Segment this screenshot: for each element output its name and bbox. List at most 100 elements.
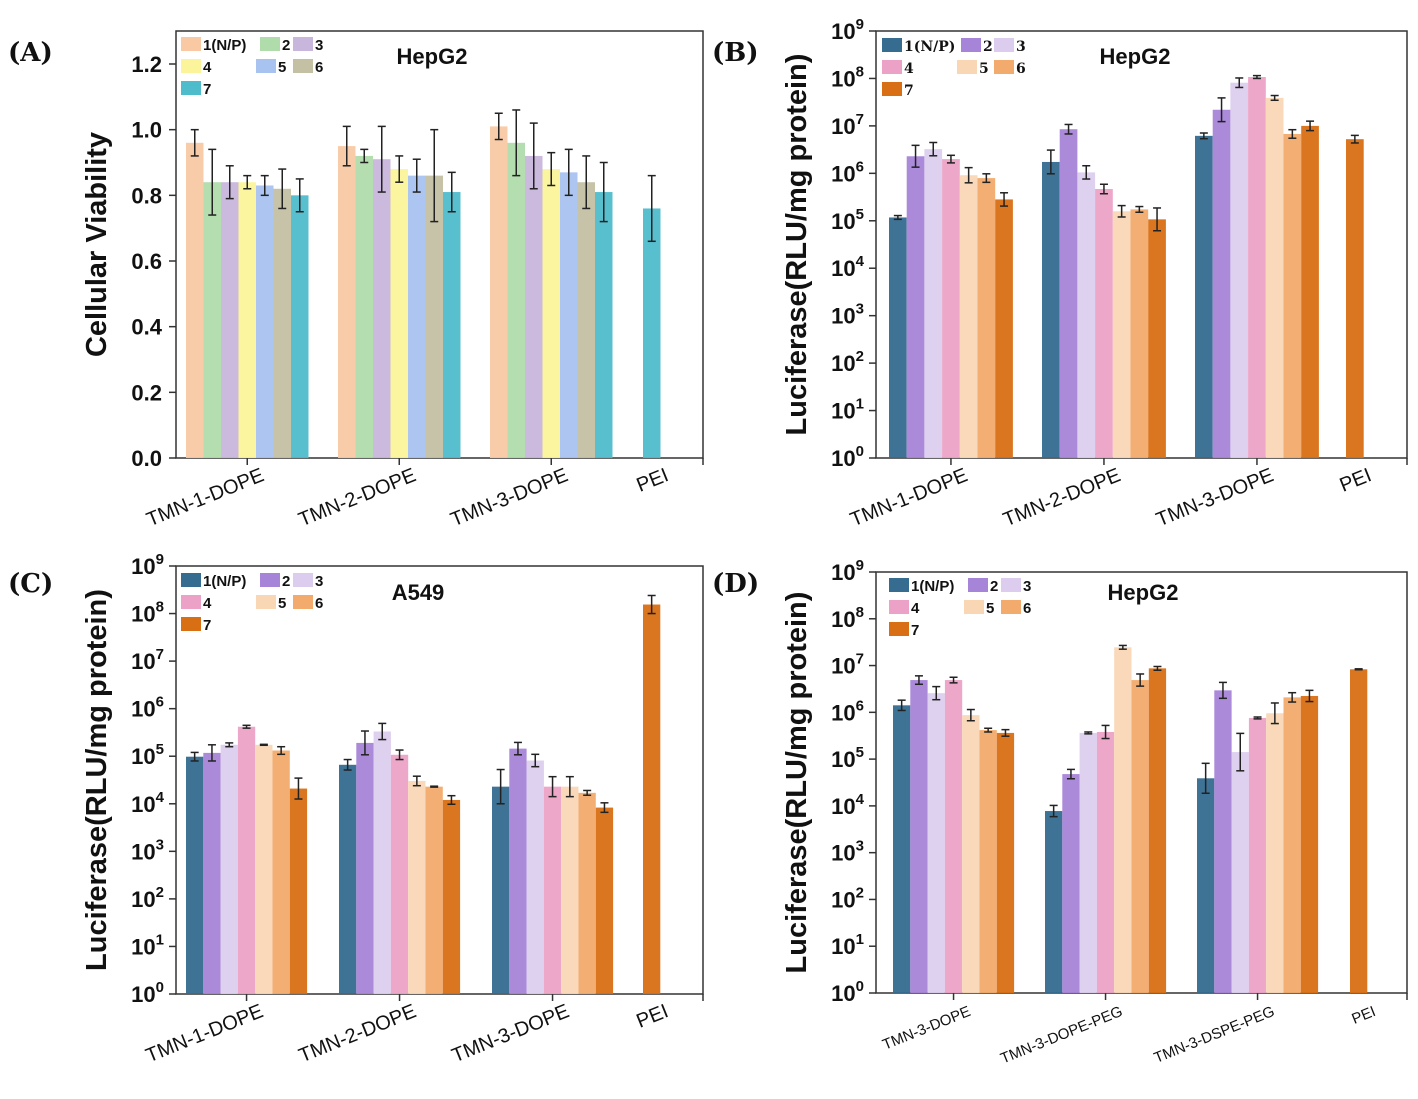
- x-tick-label: PEI: [1349, 1003, 1378, 1028]
- legend-label: 7: [203, 617, 211, 634]
- legend-swatch: [964, 600, 984, 614]
- bar-tmn-2-dope-5: [1112, 211, 1131, 458]
- bar-tmn-3-dspe-peg-7: [1300, 695, 1319, 993]
- y-tick-label: 105: [831, 744, 864, 772]
- y-tick-label: 104: [131, 789, 164, 817]
- legend-swatch: [256, 59, 276, 73]
- bar-tmn-1-dope-1NP: [889, 217, 907, 458]
- legend-label: 1(N/P): [911, 578, 954, 595]
- bar-tmn-2-dope-2: [356, 742, 374, 994]
- bar-tmn-1-dope-2: [203, 182, 221, 458]
- y-axis-label: Luciferase(RLU/mg protein): [781, 54, 813, 436]
- y-tick-label: 109: [831, 557, 864, 585]
- y-axis-label: Cellular Viability: [81, 132, 113, 357]
- y-tick-label: 106: [831, 158, 864, 186]
- y-tick-label: 108: [831, 63, 864, 91]
- x-tick-label: TMN-3-DSPE-PEG: [1152, 1003, 1277, 1067]
- legend-swatch: [181, 617, 201, 631]
- bar-tmn-1-dope-7: [289, 788, 308, 994]
- legend-swatch: [256, 595, 276, 609]
- bar-tmn-3-dope-5: [962, 715, 980, 993]
- x-tick-label: PEI: [633, 1000, 671, 1032]
- legend-swatch: [882, 38, 902, 52]
- legend-swatch: [968, 578, 988, 592]
- legend-swatch: [260, 37, 280, 51]
- bar-tmn-3-dope-5: [560, 172, 578, 458]
- bar-tmn-1-dope-4: [238, 182, 256, 458]
- legend-swatch: [889, 600, 909, 614]
- legend-label: 2: [282, 37, 290, 54]
- legend-label: 7: [904, 83, 914, 99]
- bar-tmn-1-dope-1NP: [186, 756, 204, 994]
- panel-label: (A): [8, 38, 53, 68]
- y-tick-label: 105: [131, 741, 164, 769]
- y-tick-label: 100: [831, 443, 864, 471]
- bar-tmn-3-dope-1NP: [490, 126, 508, 458]
- y-tick-label: 100: [831, 978, 864, 1006]
- x-tick-label: PEI: [633, 464, 671, 496]
- bar-tmn-3-dope-1NP: [1195, 135, 1213, 458]
- bar-tmn-3-dope-7: [1301, 125, 1319, 458]
- legend-label: 3: [1023, 578, 1031, 595]
- bar-tmn-3-dope-6: [1283, 133, 1302, 458]
- legend-swatch: [181, 595, 201, 609]
- legend-label: 2: [990, 578, 998, 595]
- bar-tmn-3-dspe-peg-6: [1283, 697, 1301, 993]
- legend-label: 2: [282, 573, 290, 590]
- bar-tmn-1-dope-6: [272, 750, 290, 994]
- bar-tmn-3-dope-peg-3: [1079, 732, 1097, 993]
- y-axis-label: Luciferase(RLU/mg protein): [781, 592, 813, 974]
- y-tick-label: 103: [131, 836, 164, 864]
- bar-tmn-3-dope-2: [910, 680, 928, 993]
- panel-label: (D): [712, 569, 759, 599]
- x-tick-label: TMN-3-DOPE: [449, 1000, 573, 1067]
- legend-label: 4: [911, 600, 920, 617]
- bar-tmn-3-dspe-peg-3: [1231, 752, 1249, 993]
- panel-b: (B) 100 101 102 103 104 105 106 107 108 109 Lucifer…: [712, 16, 1408, 531]
- bar-tmn-2-dope-5: [408, 175, 426, 458]
- bar-tmn-3-dope-2: [509, 748, 527, 994]
- y-tick-label: 108: [131, 599, 164, 627]
- bar-tmn-3-dope-peg-5: [1114, 647, 1132, 993]
- bar-tmn-3-dope-peg-7: [1148, 668, 1167, 993]
- legend-swatch: [293, 595, 313, 609]
- bar-tmn-3-dope-3: [525, 155, 543, 458]
- y-tick-label: 102: [831, 884, 864, 912]
- legend-label: 5: [979, 61, 989, 77]
- bar-tmn-3-dope-4: [542, 169, 560, 459]
- x-tick-label: TMN-2-DOPE: [296, 1000, 420, 1067]
- bar-tmn-3-dope-6: [577, 182, 595, 458]
- legend-swatch: [260, 573, 280, 587]
- y-tick-label: 102: [831, 348, 864, 376]
- panel-a: (A) 0.0 0.2 0.4 0.6 0.8 1.0 1.2 Cellular Viabili…: [8, 30, 704, 531]
- y-tick-label: 107: [831, 111, 864, 139]
- legend-label: 4: [203, 59, 212, 76]
- bar-tmn-3-dope-7: [595, 807, 614, 994]
- legend-label: 1(N/P): [904, 39, 955, 55]
- y-tick-label: 109: [131, 551, 164, 579]
- x-tick-label: TMN-1-DOPE: [143, 1000, 267, 1067]
- bar-tmn-3-dope-peg-2: [1062, 774, 1080, 993]
- bar-tmn-1-dope-4: [237, 726, 256, 994]
- bar-tmn-2-dope-3: [373, 159, 391, 458]
- bar-tmn-3-dope-peg-1NP: [1045, 811, 1063, 993]
- bar-tmn-3-dspe-peg-5: [1266, 713, 1284, 993]
- legend-label: 3: [315, 37, 323, 54]
- legend: 1(N/P) 2 3 4 5 6 7: [181, 573, 323, 634]
- bar-tmn-3-dope-7: [595, 192, 613, 459]
- y-tick-label: 0.2: [131, 380, 162, 405]
- legend-swatch: [889, 578, 909, 592]
- x-tick-label: TMN-2-DOPE: [1000, 464, 1124, 531]
- bar-tmn-3-dspe-peg-1NP: [1197, 778, 1215, 993]
- legend-swatch: [181, 81, 201, 95]
- y-tick-label: 106: [831, 697, 864, 725]
- legend-label: 6: [1016, 61, 1026, 77]
- y-tick-label: 103: [831, 301, 864, 329]
- bar-tmn-1-dope-3: [924, 149, 943, 459]
- panel-c: (C) 100 101 102 103 104 105 106 107 108 109 Lucifer…: [8, 551, 704, 1067]
- bar-tmn-1-dope-2: [906, 156, 925, 458]
- bar-tmn-3-dope-2: [1212, 109, 1231, 458]
- y-tick-label: 107: [831, 651, 864, 679]
- bar-tmn-1-dope-7: [995, 199, 1013, 458]
